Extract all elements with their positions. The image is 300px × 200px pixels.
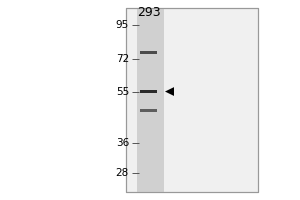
Polygon shape	[165, 87, 174, 96]
Bar	[140, 109, 157, 112]
Text: 72: 72	[116, 54, 129, 64]
Bar	[136, 8, 164, 192]
Bar	[140, 90, 157, 93]
Text: 36: 36	[116, 138, 129, 148]
Text: 95: 95	[116, 20, 129, 30]
Text: 28: 28	[116, 168, 129, 178]
Text: 293: 293	[138, 6, 161, 20]
Bar	[126, 8, 258, 192]
Bar	[140, 51, 157, 54]
Text: 55: 55	[116, 87, 129, 97]
Bar	[126, 8, 258, 192]
